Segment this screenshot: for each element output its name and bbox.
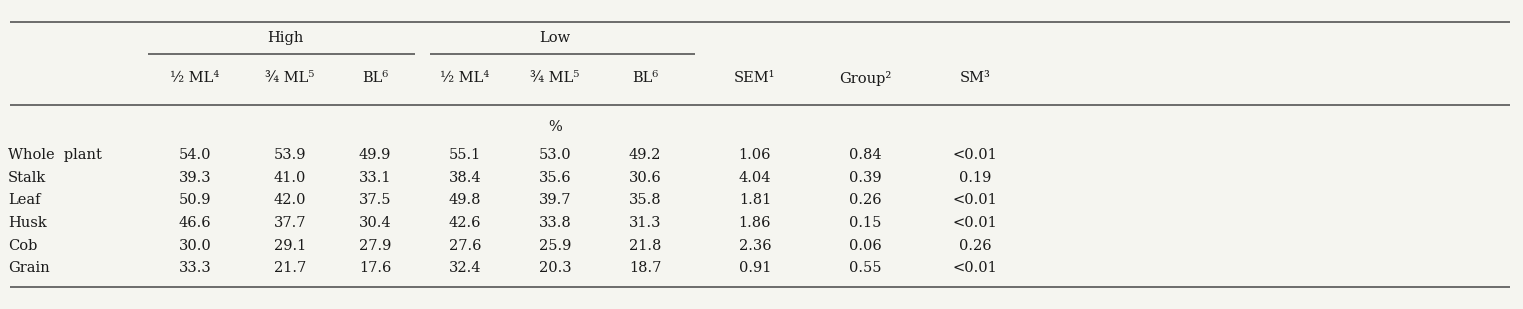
Text: Whole  plant: Whole plant xyxy=(8,148,102,162)
Text: 33.1: 33.1 xyxy=(359,171,391,185)
Text: 0.26: 0.26 xyxy=(958,239,991,253)
Text: Group²: Group² xyxy=(839,70,891,86)
Text: 33.3: 33.3 xyxy=(178,261,212,275)
Text: 37.5: 37.5 xyxy=(359,193,391,207)
Text: 49.9: 49.9 xyxy=(359,148,391,162)
Text: 1.06: 1.06 xyxy=(739,148,771,162)
Text: BL⁶: BL⁶ xyxy=(362,71,388,85)
Text: 0.15: 0.15 xyxy=(848,216,882,230)
Text: SM³: SM³ xyxy=(959,71,990,85)
Text: Grain: Grain xyxy=(8,261,50,275)
Text: 42.6: 42.6 xyxy=(449,216,481,230)
Text: 46.6: 46.6 xyxy=(178,216,212,230)
Text: 54.0: 54.0 xyxy=(178,148,212,162)
Text: 29.1: 29.1 xyxy=(274,239,306,253)
Text: 1.81: 1.81 xyxy=(739,193,771,207)
Text: 55.1: 55.1 xyxy=(449,148,481,162)
Text: 27.9: 27.9 xyxy=(359,239,391,253)
Text: 37.7: 37.7 xyxy=(274,216,306,230)
Text: 49.2: 49.2 xyxy=(629,148,661,162)
Text: <0.01: <0.01 xyxy=(952,193,998,207)
Text: Leaf: Leaf xyxy=(8,193,41,207)
Text: 41.0: 41.0 xyxy=(274,171,306,185)
Text: 53.9: 53.9 xyxy=(274,148,306,162)
Text: 20.3: 20.3 xyxy=(539,261,571,275)
Text: 30.4: 30.4 xyxy=(359,216,391,230)
Text: Low: Low xyxy=(539,31,571,45)
Text: 0.39: 0.39 xyxy=(848,171,882,185)
Text: ½ ML⁴: ½ ML⁴ xyxy=(171,71,219,85)
Text: 35.6: 35.6 xyxy=(539,171,571,185)
Text: %: % xyxy=(548,120,562,134)
Text: Husk: Husk xyxy=(8,216,47,230)
Text: 17.6: 17.6 xyxy=(359,261,391,275)
Text: 32.4: 32.4 xyxy=(449,261,481,275)
Text: 18.7: 18.7 xyxy=(629,261,661,275)
Text: 27.6: 27.6 xyxy=(449,239,481,253)
Text: 0.55: 0.55 xyxy=(848,261,882,275)
Text: <0.01: <0.01 xyxy=(952,216,998,230)
Text: 21.7: 21.7 xyxy=(274,261,306,275)
Text: 0.06: 0.06 xyxy=(848,239,882,253)
Text: 39.3: 39.3 xyxy=(178,171,212,185)
Text: 53.0: 53.0 xyxy=(539,148,571,162)
Text: ½ ML⁴: ½ ML⁴ xyxy=(440,71,489,85)
Text: 1.86: 1.86 xyxy=(739,216,771,230)
Text: 49.8: 49.8 xyxy=(449,193,481,207)
Text: 0.91: 0.91 xyxy=(739,261,771,275)
Text: Cob: Cob xyxy=(8,239,38,253)
Text: 31.3: 31.3 xyxy=(629,216,661,230)
Text: SEM¹: SEM¹ xyxy=(734,71,775,85)
Text: 39.7: 39.7 xyxy=(539,193,571,207)
Text: Stalk: Stalk xyxy=(8,171,46,185)
Text: 50.9: 50.9 xyxy=(178,193,212,207)
Text: 21.8: 21.8 xyxy=(629,239,661,253)
Text: ¾ ML⁵: ¾ ML⁵ xyxy=(265,71,315,85)
Text: 2.36: 2.36 xyxy=(739,239,771,253)
Text: 25.9: 25.9 xyxy=(539,239,571,253)
Text: 42.0: 42.0 xyxy=(274,193,306,207)
Text: <0.01: <0.01 xyxy=(952,148,998,162)
Text: ¾ ML⁵: ¾ ML⁵ xyxy=(530,71,580,85)
Text: High: High xyxy=(267,31,303,45)
Text: 35.8: 35.8 xyxy=(629,193,661,207)
Text: 0.19: 0.19 xyxy=(959,171,991,185)
Text: 33.8: 33.8 xyxy=(539,216,571,230)
Text: 30.0: 30.0 xyxy=(178,239,212,253)
Text: 0.84: 0.84 xyxy=(848,148,882,162)
Text: 30.6: 30.6 xyxy=(629,171,661,185)
Text: 38.4: 38.4 xyxy=(449,171,481,185)
Text: BL⁶: BL⁶ xyxy=(632,71,658,85)
Text: 4.04: 4.04 xyxy=(739,171,771,185)
Text: <0.01: <0.01 xyxy=(952,261,998,275)
Text: 0.26: 0.26 xyxy=(848,193,882,207)
